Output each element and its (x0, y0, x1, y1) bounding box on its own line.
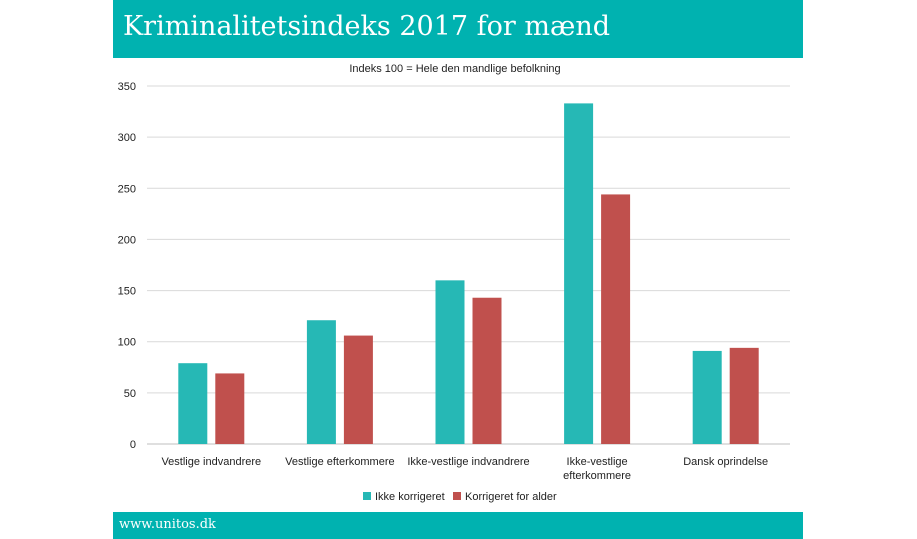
footer-url: www.unitos.dk (119, 517, 216, 532)
legend-swatch (453, 492, 461, 500)
x-tick-label-line: efterkommere (563, 470, 631, 482)
legend-label: Korrigeret for alder (465, 491, 557, 503)
x-tick-label: Vestlige efterkommere (285, 456, 394, 468)
bar-ikke-korrigeret (178, 363, 208, 444)
page-title: Kriminalitetsindeks 2017 for mænd (123, 11, 611, 42)
bar-korrigeret-for-alder (729, 347, 759, 444)
bar-korrigeret-for-alder (472, 297, 502, 444)
chart-subtitle: Indeks 100 = Hele den mandlige befolknin… (349, 63, 560, 75)
legend-swatch (363, 492, 371, 500)
y-tick-label: 100 (118, 337, 136, 349)
x-tick-label-line: Vestlige efterkommere (285, 456, 394, 468)
bar-ikke-korrigeret (564, 103, 594, 444)
x-tick-label: Ikke-vestlige indvandrere (407, 456, 529, 468)
gridlines (147, 85, 790, 445)
bar-korrigeret-for-alder (215, 373, 245, 444)
y-tick-label: 50 (124, 388, 136, 400)
y-tick-label: 250 (118, 183, 136, 195)
x-tick-label: Dansk oprindelse (683, 456, 768, 468)
x-tick-label-line: Dansk oprindelse (683, 456, 768, 468)
x-tick-label: Ikke-vestlige efterkommere (563, 456, 631, 482)
x-axis: Vestlige indvandrere Vestlige efterkommer… (161, 456, 768, 482)
bar-ikke-korrigeret (306, 320, 336, 444)
x-tick-label-line: Vestlige indvandrere (161, 456, 261, 468)
y-tick-label: 150 (118, 286, 136, 298)
header-bar: Kriminalitetsindeks 2017 for mænd (113, 0, 803, 58)
bar-chart: Indeks 100 = Hele den mandlige befolknin… (118, 63, 790, 503)
bars (178, 103, 759, 444)
bar-ikke-korrigeret (435, 280, 465, 444)
bar-korrigeret-for-alder (343, 335, 373, 444)
legend-label: Ikke korrigeret (375, 491, 445, 503)
y-axis: 0 50 100 150 200 250 300 350 (118, 81, 136, 451)
x-tick-label: Vestlige indvandrere (161, 456, 261, 468)
y-tick-label: 300 (118, 132, 136, 144)
bar-ikke-korrigeret (692, 350, 722, 444)
y-tick-label: 200 (118, 234, 136, 246)
y-tick-label: 350 (118, 81, 136, 93)
y-tick-label: 0 (130, 439, 136, 451)
legend: Ikke korrigeret Korrigeret for alder (363, 491, 557, 503)
footer-bar: www.unitos.dk (113, 512, 803, 539)
x-tick-label-line: Ikke-vestlige indvandrere (407, 456, 529, 468)
chart-card: Kriminalitetsindeks 2017 for mænd Indeks… (113, 0, 803, 539)
bar-korrigeret-for-alder (601, 194, 631, 444)
x-tick-label-line: Ikke-vestlige (567, 456, 628, 468)
